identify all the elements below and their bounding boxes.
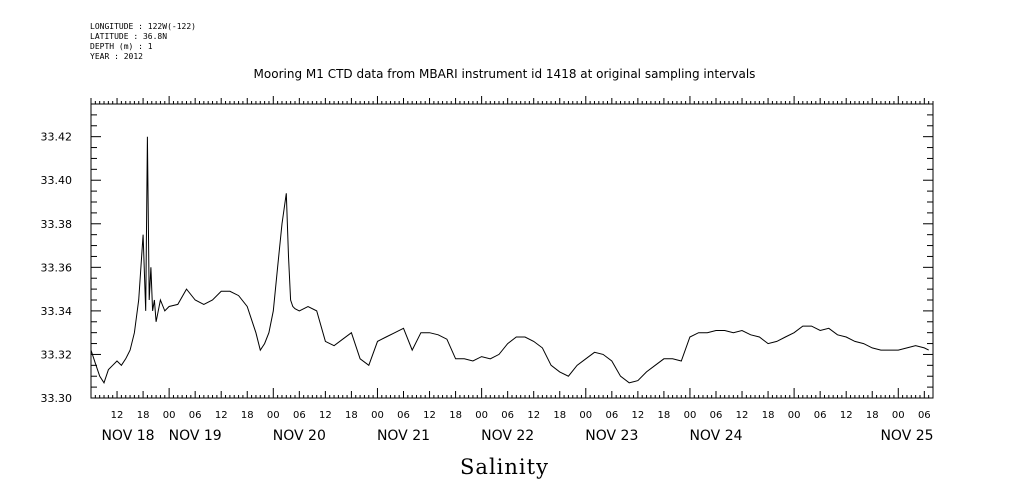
x-day-label: NOV 25 [880,428,933,444]
x-hour-label: 18 [449,410,462,421]
x-hour-label: 06 [397,410,410,421]
x-hour-label: 06 [189,410,202,421]
year-label: YEAR : 2012 [90,52,143,61]
x-hour-label: 18 [658,410,671,421]
x-day-label: NOV 21 [377,428,430,444]
x-hour-label: 06 [814,410,827,421]
y-tick-labels: 33.30 33.32 33.34 33.36 33.38 33.40 33.42 [41,131,73,405]
chart-title: Mooring M1 CTD data from MBARI instrumen… [253,67,756,81]
plot-frame [90,103,934,399]
y-tick-label: 33.42 [41,131,73,144]
x-hour-label: 12 [527,410,540,421]
metadata-block: LONGITUDE : 122W(-122) LATITUDE : 36.8N … [90,22,196,62]
x-hour-label: 00 [892,410,905,421]
x-hour-label: 00 [163,410,176,421]
x-hour-label: 00 [684,410,697,421]
x-hour-label: 18 [345,410,358,421]
depth-label: DEPTH (m) : 1 [90,42,153,51]
y-tick-label: 33.38 [41,218,73,231]
axis-ticks [90,96,934,399]
y-axis-label: Salinity [460,455,549,479]
x-hour-label: 18 [866,410,879,421]
y-tick-label: 33.40 [41,174,73,187]
x-hour-label: 00 [788,410,801,421]
x-day-label: NOV 22 [481,428,534,444]
longitude-label: LONGITUDE : 122W(-122) [90,22,196,31]
x-hour-label: 12 [736,410,749,421]
x-hour-label: 18 [241,410,254,421]
x-hour-label: 06 [501,410,514,421]
x-hour-label: 18 [762,410,775,421]
x-hour-label: 00 [475,410,488,421]
x-day-label: NOV 23 [585,428,638,444]
x-hour-label: 12 [840,410,853,421]
y-tick-label: 33.36 [41,261,73,274]
latitude-label: LATITUDE : 36.8N [90,32,168,41]
x-hour-label: 12 [319,410,332,421]
salinity-series-line [90,136,929,384]
x-hour-label: 18 [553,410,566,421]
x-hour-label: 00 [579,410,592,421]
x-hour-label: 06 [710,410,723,421]
x-hour-label: 06 [293,410,306,421]
x-hour-label: 12 [111,410,124,421]
x-hour-label: 06 [918,410,931,421]
y-tick-label: 33.34 [41,305,73,318]
x-tick-labels: 12 18 00 06 12 18 00 06 12 18 00 06 12 18 00 06 12 18 00 06… [101,410,933,444]
x-day-label: NOV 18 [101,428,154,444]
x-day-label: NOV 19 [169,428,222,444]
x-hour-label: 12 [215,410,228,421]
x-hour-label: 12 [423,410,436,421]
x-day-label: NOV 24 [689,428,742,444]
x-hour-label: 18 [137,410,150,421]
x-hour-label: 12 [631,410,644,421]
x-hour-label: 00 [371,410,384,421]
x-hour-label: 06 [605,410,618,421]
y-tick-label: 33.30 [41,392,73,405]
x-hour-label: 00 [267,410,280,421]
y-tick-label: 33.32 [41,348,73,361]
x-day-label: NOV 20 [273,428,326,444]
